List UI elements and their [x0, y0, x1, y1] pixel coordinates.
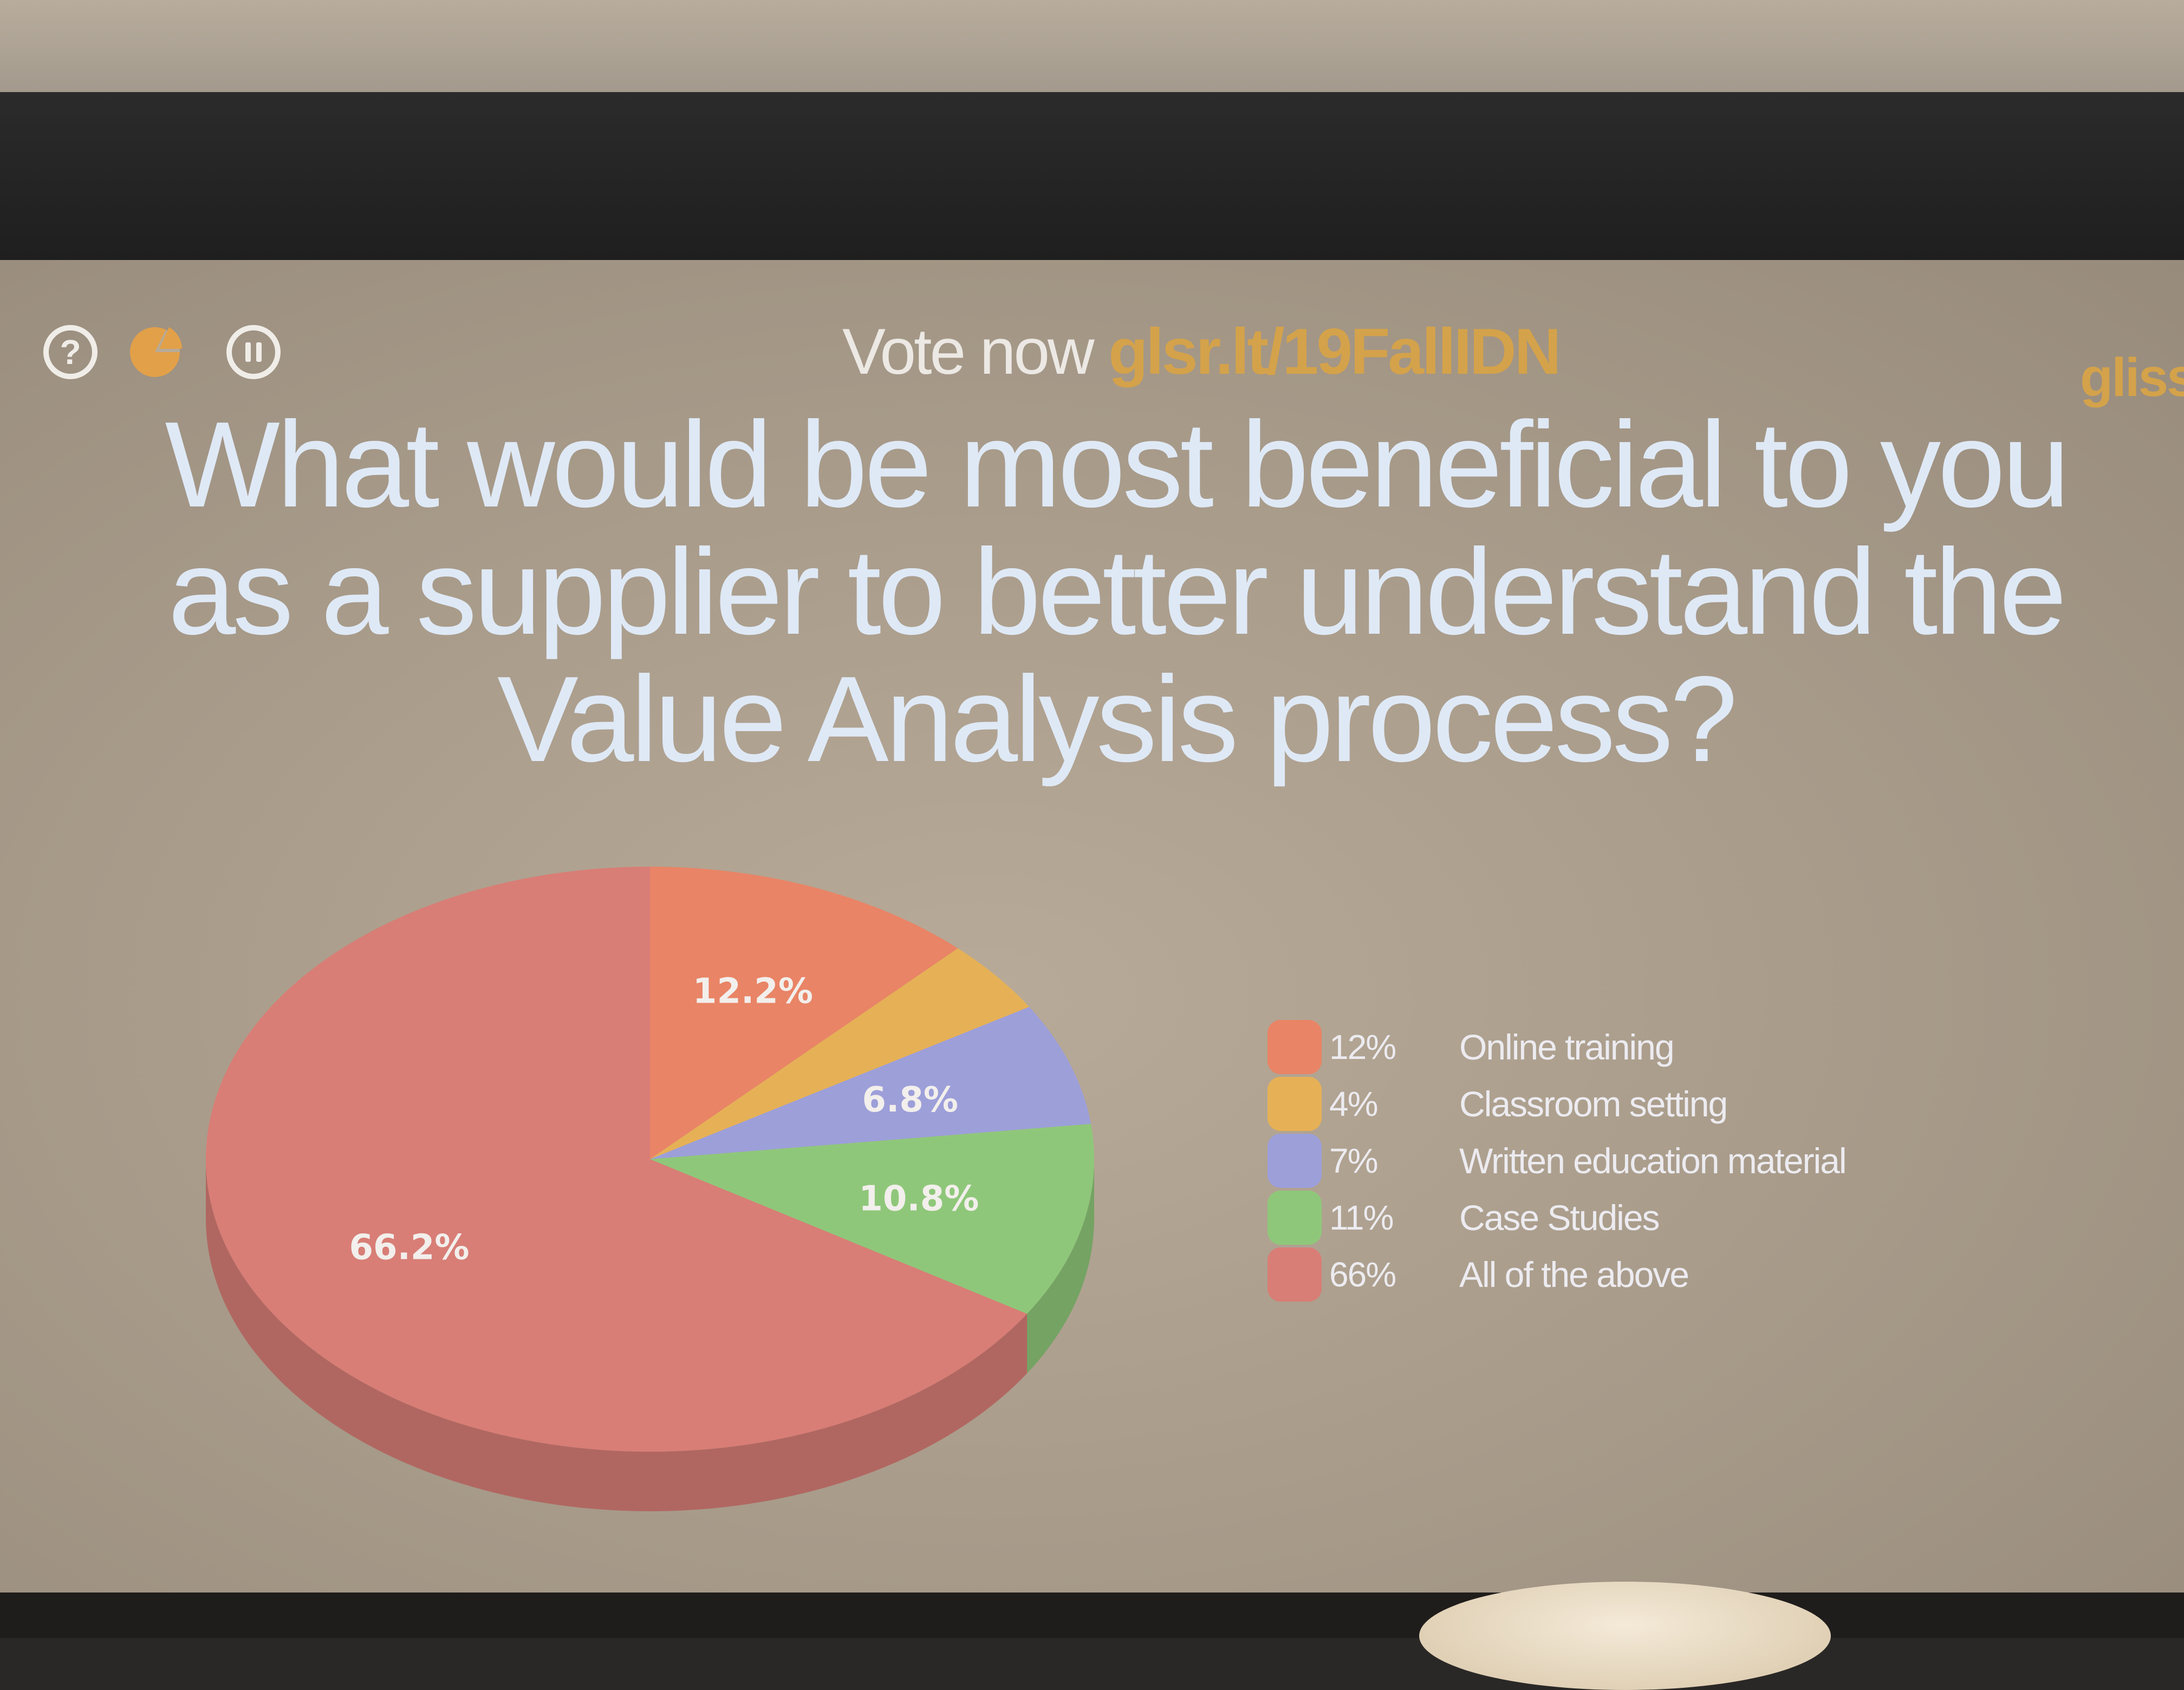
audience-head [1419, 1582, 1831, 1690]
pie-slice-online-training [650, 867, 958, 1159]
pie-slice-label: 10.8% [859, 1179, 979, 1219]
legend-percent: 66% [1329, 1254, 1396, 1294]
legend-label: All of the above [1459, 1254, 1689, 1295]
screen-bottom-edge [0, 1592, 2184, 1638]
legend-label: Case Studies [1459, 1197, 1660, 1238]
pie-slice-label: 66.2% [349, 1228, 470, 1268]
pause-bar-right [256, 342, 262, 362]
question-title: What would be most beneficial to you as … [165, 396, 2070, 787]
legend-label: Written education material [1459, 1140, 1847, 1181]
pie-results-icon[interactable] [128, 325, 187, 379]
legend-swatch [1268, 1133, 1322, 1188]
pie-slice-all-of-the-above [205, 867, 1028, 1452]
brand-logo-text: glisse [2080, 347, 2184, 408]
legend-label: Online training [1459, 1026, 1675, 1067]
legend-item: 4% Classroom setting [1268, 1075, 1845, 1132]
pie-slice-side [206, 1159, 1028, 1511]
legend-percent: 7% [1329, 1141, 1379, 1180]
help-symbol: ? [60, 333, 81, 372]
vote-now-text: Vote now [842, 315, 1095, 388]
vote-url-link[interactable]: glsr.lt/19FallIDN [1108, 315, 1561, 388]
legend-item: 66% All of the above [1268, 1246, 1845, 1303]
chart-legend: 12% Online training 4% Classroom setting 7% W… [1268, 1018, 1847, 1303]
question-circle-icon[interactable]: ? [43, 325, 98, 379]
legend-item: 12% Online training [1268, 1018, 1845, 1075]
wall-background [0, 0, 2184, 108]
pie-slice-written-education-material [650, 1006, 1091, 1159]
legend-item: 11% Case Studies [1268, 1189, 1845, 1246]
pie-slice-case-studies [650, 1123, 1094, 1314]
legend-percent: 12% [1329, 1027, 1396, 1067]
vote-now-banner: Vote now glsr.lt/19FallIDN [842, 314, 1561, 389]
legend-percent: 11% [1329, 1198, 1394, 1237]
legend-swatch [1268, 1190, 1322, 1245]
screen-frame [0, 92, 2184, 271]
legend-swatch [1268, 1076, 1322, 1131]
legend-item: 7% Written education material [1268, 1132, 1847, 1189]
pie-slice-label: 6.8% [862, 1080, 959, 1120]
legend-label: Classroom setting [1459, 1083, 1728, 1124]
pie-slice-label: 12.2% [693, 971, 813, 1011]
pause-circle-icon[interactable] [226, 325, 281, 379]
legend-swatch [1268, 1247, 1322, 1302]
pie-slice-side [1027, 1159, 1094, 1374]
pause-bar-left [245, 342, 251, 362]
legend-swatch [1268, 1019, 1322, 1074]
pie-slice-classroom-setting [650, 948, 1030, 1159]
legend-percent: 4% [1329, 1084, 1379, 1123]
pie-chart: 12.2% 6.8% 10.8% 66.2% [205, 867, 1094, 1511]
